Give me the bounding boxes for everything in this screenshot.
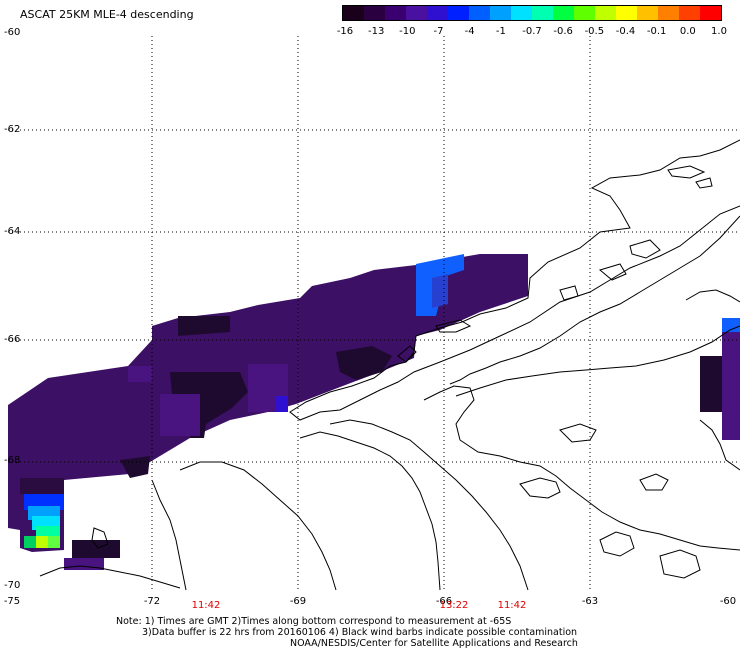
colorbar-swatch <box>364 6 385 20</box>
swath-east-1 <box>700 356 722 412</box>
lon-label-60: -60 <box>719 596 737 607</box>
coast-islands-7 <box>397 345 417 363</box>
grid <box>8 36 740 592</box>
colorbar-swatch <box>574 6 595 20</box>
lon-label-69: -69 <box>289 596 307 607</box>
coast-alexander-2 <box>151 479 187 591</box>
colorbar-swatch <box>343 6 364 20</box>
lat-label-64: -64 <box>4 226 21 237</box>
colorbar-tick-label: -0.5 <box>584 26 605 37</box>
coast-islands-2 <box>695 177 713 189</box>
colorbar-swatch <box>469 6 490 20</box>
colorbar-tick-label: 0.0 <box>679 26 696 37</box>
colorbar-tick-label: -10 <box>399 26 416 37</box>
swath-light-1 <box>160 394 200 436</box>
coast-islands-4 <box>598 263 627 281</box>
coast-sw-2 <box>39 565 181 589</box>
lon-label-66: -66 <box>435 596 453 607</box>
colorbar <box>342 5 722 21</box>
colorbar-swatch <box>679 6 700 20</box>
colorbar-tick-label: -16 <box>336 26 354 37</box>
swath-dark-5 <box>20 478 64 494</box>
swath-dark-4 <box>120 456 150 478</box>
colorbar-swatch <box>637 6 658 20</box>
colorbar-tick-label: -0.7 <box>522 26 542 37</box>
coast-islands-9 <box>599 531 635 557</box>
colorbar-swatch <box>700 6 721 20</box>
coast-inner-1 <box>455 325 740 397</box>
lat-label-70: -70 <box>4 580 21 591</box>
time-label-1: 11:42 <box>191 600 221 611</box>
coast-islands-3 <box>629 239 661 259</box>
coast-inlet-1 <box>329 419 529 591</box>
colorbar-swatch <box>553 6 574 20</box>
coast-islands-12 <box>639 473 669 491</box>
colorbar-tick-label: -13 <box>367 26 385 37</box>
coast-alexander <box>179 461 337 591</box>
map-title: ASCAT 25KM MLE-4 descending <box>20 8 194 21</box>
coast-islands-1 <box>667 165 706 179</box>
lat-label-66: -66 <box>4 334 21 345</box>
colorbar-tick-label: 1.0 <box>711 26 727 37</box>
lon-label-75: -75 <box>3 596 21 607</box>
note-line-2: 3)Data buffer is 22 hrs from 20160106 4)… <box>142 627 578 638</box>
time-label-3: 11:42 <box>497 600 527 611</box>
note-line-1: Note: 1) Times are GMT 2)Times along bot… <box>116 616 512 627</box>
coast-islands-5 <box>559 285 579 301</box>
coast-islands-8 <box>519 477 561 499</box>
time-label-2: 13:22 <box>439 600 469 611</box>
swath-blue-patch-2 <box>432 274 448 308</box>
coast-inlet-2 <box>299 431 441 591</box>
colorbar-swatch <box>448 6 469 20</box>
coast-bay <box>423 385 740 551</box>
colorbar-tick-label: -0.4 <box>615 26 636 37</box>
swath-dark-2 <box>170 372 248 438</box>
coastlines <box>39 139 740 591</box>
coast-peninsula-north <box>289 139 740 421</box>
lon-label-72: -72 <box>143 596 161 607</box>
lat-label-60: -60 <box>4 27 21 38</box>
coast-peninsula-east <box>449 215 740 385</box>
colorbar-tick-label: -0.6 <box>553 26 573 37</box>
colorbar-swatch <box>511 6 532 20</box>
note-line-3: NOAA/NESDIS/Center for Satellite Applica… <box>290 638 578 649</box>
swath-light-3 <box>276 396 288 412</box>
coast-islands-10 <box>659 549 701 579</box>
colorbar-swatch <box>406 6 427 20</box>
coast-sw <box>91 527 109 549</box>
coast-islands-6 <box>435 319 472 333</box>
swath-light-4 <box>128 366 152 382</box>
coast-east-2 <box>685 289 740 303</box>
swath-dark-3 <box>336 346 392 380</box>
colorbar-swatch <box>427 6 448 20</box>
coast-islands-11 <box>559 423 597 443</box>
swath-dark-1 <box>178 316 230 336</box>
colorbar-tick-label: -0.1 <box>646 26 667 37</box>
colorbar-swatch <box>532 6 553 20</box>
colorbar-tick-label: -1 <box>495 26 506 37</box>
swath-south-1 <box>72 540 120 558</box>
lon-label-63: -63 <box>581 596 599 607</box>
colorbar-tick-label: -7 <box>433 26 444 37</box>
swath-high-values <box>24 494 64 548</box>
colorbar-swatch <box>385 6 406 20</box>
lat-label-68: -68 <box>4 455 21 466</box>
colorbar-swatch <box>616 6 637 20</box>
swath-east-3 <box>722 318 740 332</box>
colorbar-tick-label: -4 <box>464 26 475 37</box>
colorbar-swatch <box>490 6 511 20</box>
colorbar-swatch <box>595 6 616 20</box>
data-swath <box>8 254 740 570</box>
swath-east-2 <box>722 330 740 440</box>
colorbar-swatch <box>658 6 679 20</box>
lat-label-62: -62 <box>4 124 21 135</box>
coast-east-margin <box>699 419 740 471</box>
